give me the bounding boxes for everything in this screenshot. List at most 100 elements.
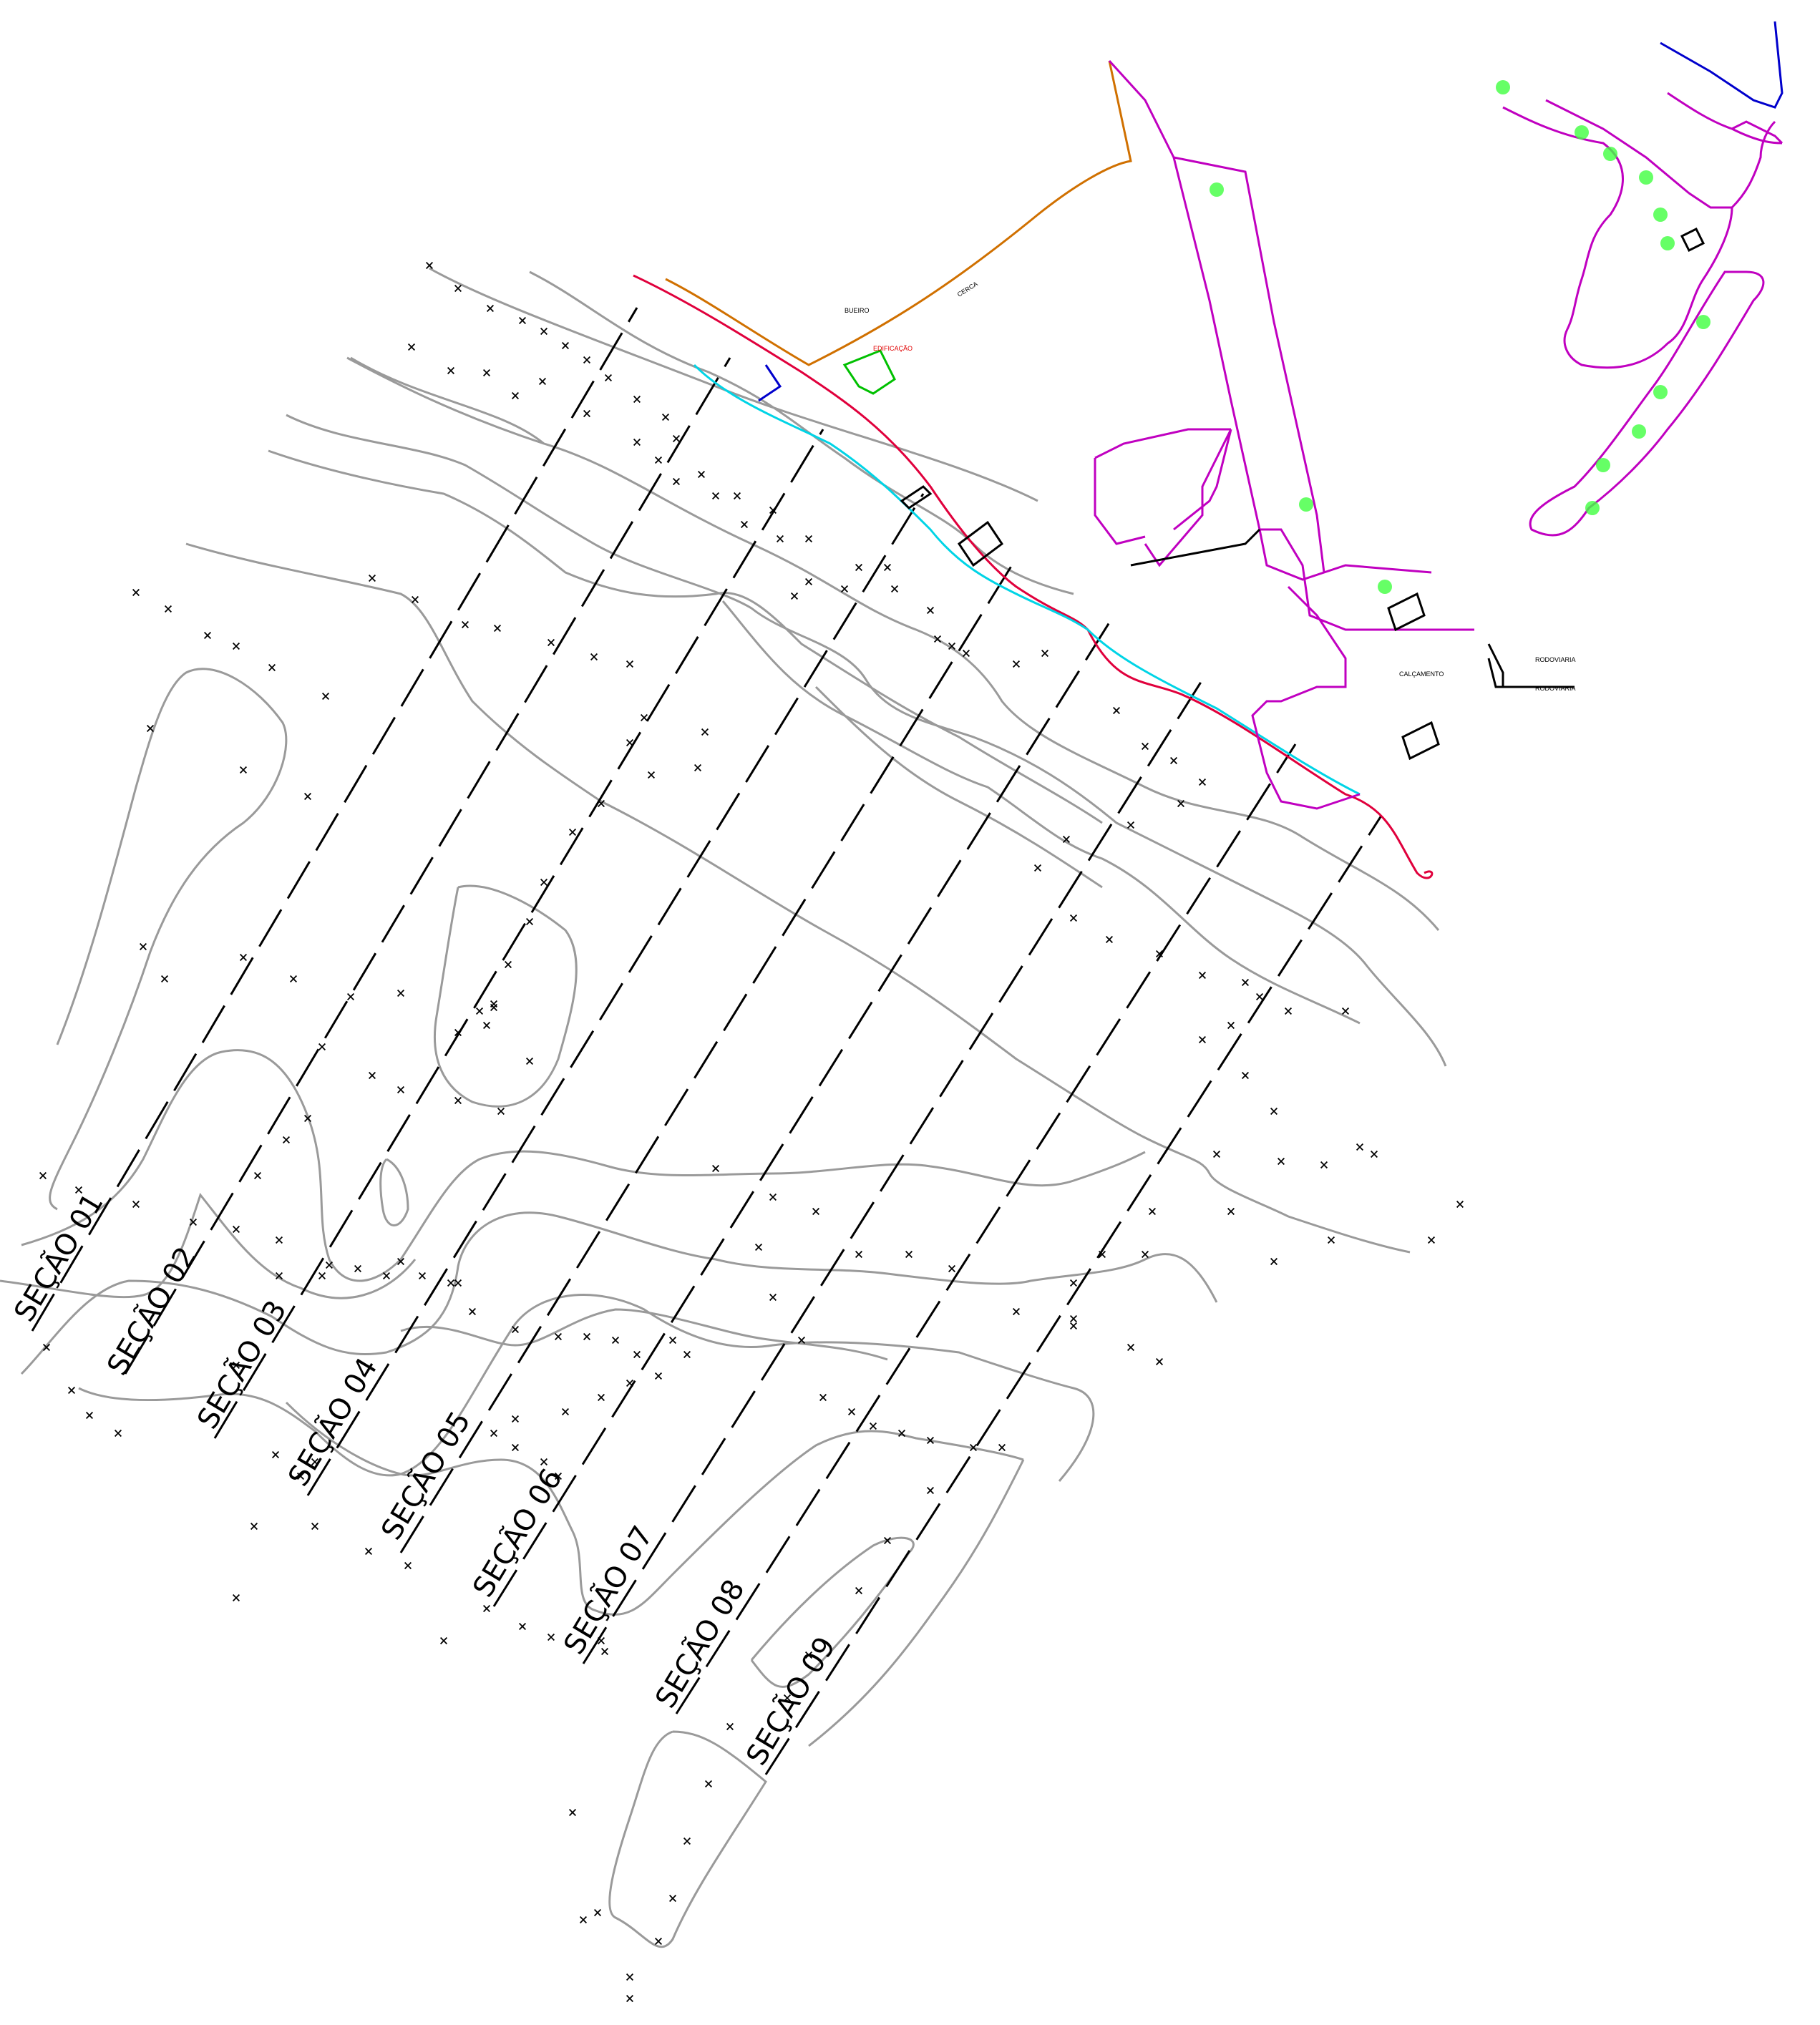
x-mark-icon: × [804,530,813,548]
x-mark-icon: × [281,1131,291,1149]
x-mark-icon: × [84,1407,94,1425]
annotation-rodoviaria: RODOVIARIA [1535,685,1576,692]
x-mark-icon: × [925,1432,935,1450]
x-mark-icon: × [1283,1002,1293,1020]
x-mark-icon: × [968,1439,978,1457]
x-mark-icon: × [475,1002,484,1020]
x-mark-icon: × [1226,1017,1235,1035]
x-mark-icon: × [818,1389,827,1407]
x-mark-icon: × [367,1067,376,1085]
x-mark-icon: × [453,1274,462,1292]
x-mark-icon: × [882,559,892,577]
x-mark-icon: × [303,1110,312,1128]
section-label: SEÇÃO 03 [190,1294,293,1435]
x-mark-icon: × [113,1425,122,1443]
x-mark-icon: × [489,1425,498,1443]
x-mark-icon: × [424,257,434,275]
x-mark-icon: × [1240,1067,1250,1085]
x-mark-icon: × [568,824,577,841]
x-mark-icon: × [553,1328,563,1346]
tree-circle-icon [1575,125,1589,140]
x-mark-icon: × [1097,1246,1106,1264]
contour-line [750,1536,915,1688]
x-mark-icon: × [1255,988,1264,1006]
x-mark-icon: × [1011,1303,1021,1321]
x-mark-icon: × [482,1017,491,1035]
x-mark-icon: × [482,364,491,382]
x-mark-icon: × [1197,774,1207,791]
x-mark-icon: × [625,1375,634,1392]
section-label: SEÇÃO 01 [6,1187,110,1327]
section-line-06 [492,622,1111,1607]
x-mark-icon: × [525,913,534,931]
x-mark-icon: × [596,1389,605,1407]
x-mark-icon: × [1033,859,1042,877]
x-mark-icon: × [396,1081,405,1099]
x-mark-icon: × [410,591,419,609]
x-mark-icon: × [682,1833,691,1850]
x-mark-icon: × [310,1518,319,1536]
tree-circle-icon [1639,170,1653,185]
x-mark-icon: × [947,1260,956,1278]
x-mark-icon: × [961,645,970,663]
x-mark-icon: × [274,1267,283,1285]
x-mark-icon: × [768,502,777,519]
x-mark-icon: × [589,648,598,666]
x-mark-icon: × [188,1214,198,1231]
x-mark-icon: × [775,530,784,548]
x-mark-icon: × [271,1446,280,1464]
x-mark-icon: × [603,369,613,387]
x-mark-icon: × [453,1024,462,1042]
x-mark-icon: × [74,1181,83,1199]
x-mark-icon: × [453,280,462,298]
x-mark-icon: × [42,1339,51,1357]
x-mark-icon: × [231,1357,240,1375]
contour-lines [0,267,1447,1948]
x-mark-icon: × [1269,1253,1278,1271]
x-mark-icon: × [596,1632,605,1650]
x-mark-icon: × [324,1257,334,1274]
x-mark-icon: × [732,487,741,505]
x-mark-icon: × [632,1346,641,1364]
x-mark-icon: × [1455,1196,1464,1214]
x-mark-icon: × [417,1267,427,1285]
path-line [1545,92,1783,209]
x-mark-icon: × [1069,1310,1078,1328]
x-mark-icon: × [596,795,605,813]
x-mark-icon: × [321,688,330,706]
x-mark-icon: × [1169,752,1178,770]
x-mark-icon: × [131,1196,140,1214]
x-mark-icon: × [1140,1246,1149,1264]
x-mark-icon: × [510,1321,520,1339]
x-mark-icon: × [632,434,641,452]
x-mark-icon: × [782,1689,792,1707]
x-mark-icon: × [1269,1103,1278,1121]
tree-circle-icon [1603,147,1617,161]
x-mark-icon: × [381,1267,391,1285]
x-mark-icon: × [492,620,502,638]
x-mark-icon: × [1111,702,1121,720]
x-mark-icon: × [1126,1339,1135,1357]
section-line-01 [31,307,638,1332]
annotation-rodoviaria: RODOVIARIA [1535,656,1576,663]
x-mark-icon: × [67,1382,76,1400]
contour-line [346,356,1440,931]
x-mark-icon: × [460,616,469,634]
x-mark-icon: × [1061,831,1071,849]
survey-points: × × × × × × × × × × × × × × × × × × × × × × × × × × × × × × × × × × × × × × × ×… [38,257,1464,2008]
x-mark-icon: × [231,1221,240,1239]
x-mark-icon: × [396,985,405,1002]
x-mark-icon: × [854,1582,863,1600]
x-mark-icon: × [1240,974,1250,992]
section-label: SEÇÃO 08 [648,1573,751,1714]
x-mark-icon: × [138,938,147,956]
x-mark-icon: × [38,1167,47,1185]
tree-circle-icon [1585,501,1600,515]
x-mark-icon: × [700,723,709,741]
x-mark-icon: × [653,1933,663,1951]
annotation-bueiro: BUEIRO [845,307,870,314]
x-mark-icon: × [671,473,681,491]
x-mark-icon: × [754,1239,763,1257]
x-mark-icon: × [1040,645,1049,663]
edificacao-outline [842,349,896,395]
